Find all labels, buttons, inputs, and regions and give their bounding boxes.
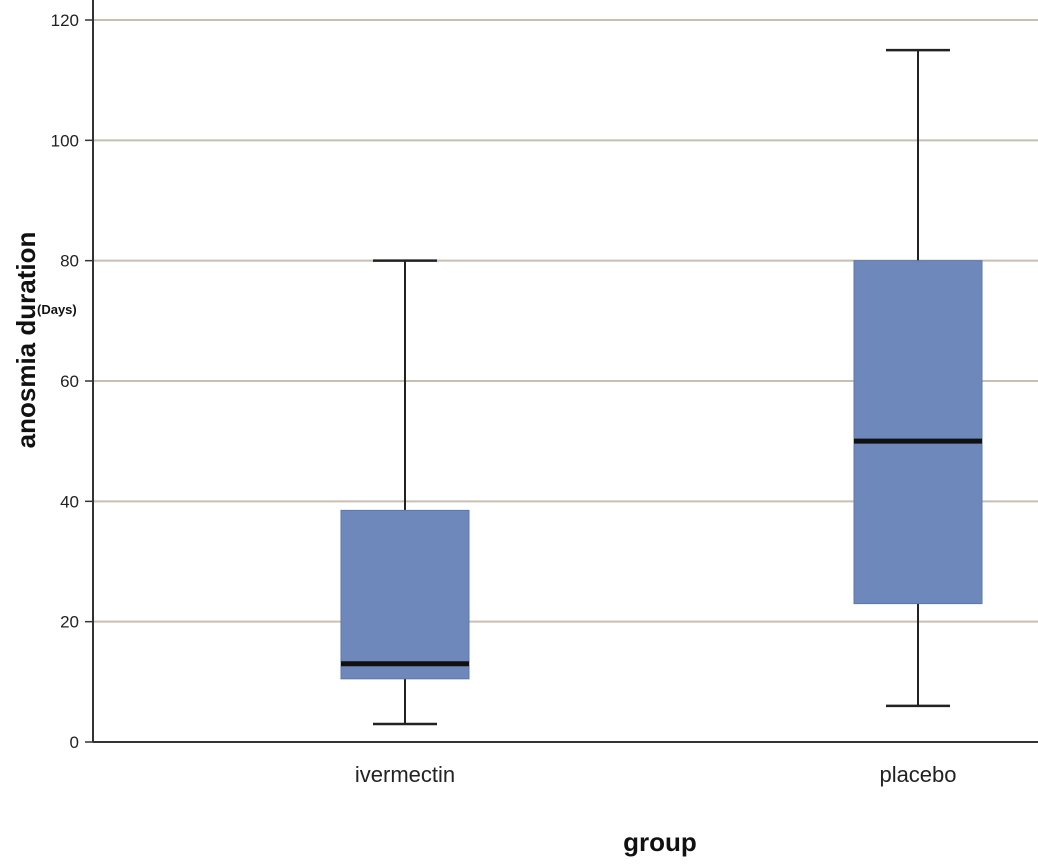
y-tick-label: 60	[60, 372, 79, 391]
x-category-label: ivermectin	[355, 762, 455, 787]
y-axis-unit: (Days)	[37, 302, 77, 317]
y-axis-title: anosmia duration	[11, 232, 41, 449]
iqr-box	[853, 260, 983, 605]
grid-lines	[93, 19, 1038, 623]
x-category-label: placebo	[879, 762, 956, 787]
x-axis-title: group	[623, 827, 697, 857]
y-tick-label: 0	[70, 733, 79, 752]
box-placebo	[853, 48, 983, 708]
x-category-labels: ivermectin placebo	[355, 762, 957, 787]
iqr-box	[340, 509, 470, 680]
y-tick-label: 80	[60, 252, 79, 271]
y-tick-label: 20	[60, 613, 79, 632]
y-axis-title-group: anosmia duration	[11, 232, 41, 449]
box-ivermectin	[340, 259, 470, 726]
y-tick-labels: 0 20 40 60 80 100 120	[51, 11, 93, 752]
y-tick-label: 100	[51, 131, 79, 150]
y-tick-label: 120	[51, 11, 79, 30]
box-series	[340, 48, 983, 726]
y-tick-label: 40	[60, 492, 79, 511]
axes	[92, 0, 1038, 743]
